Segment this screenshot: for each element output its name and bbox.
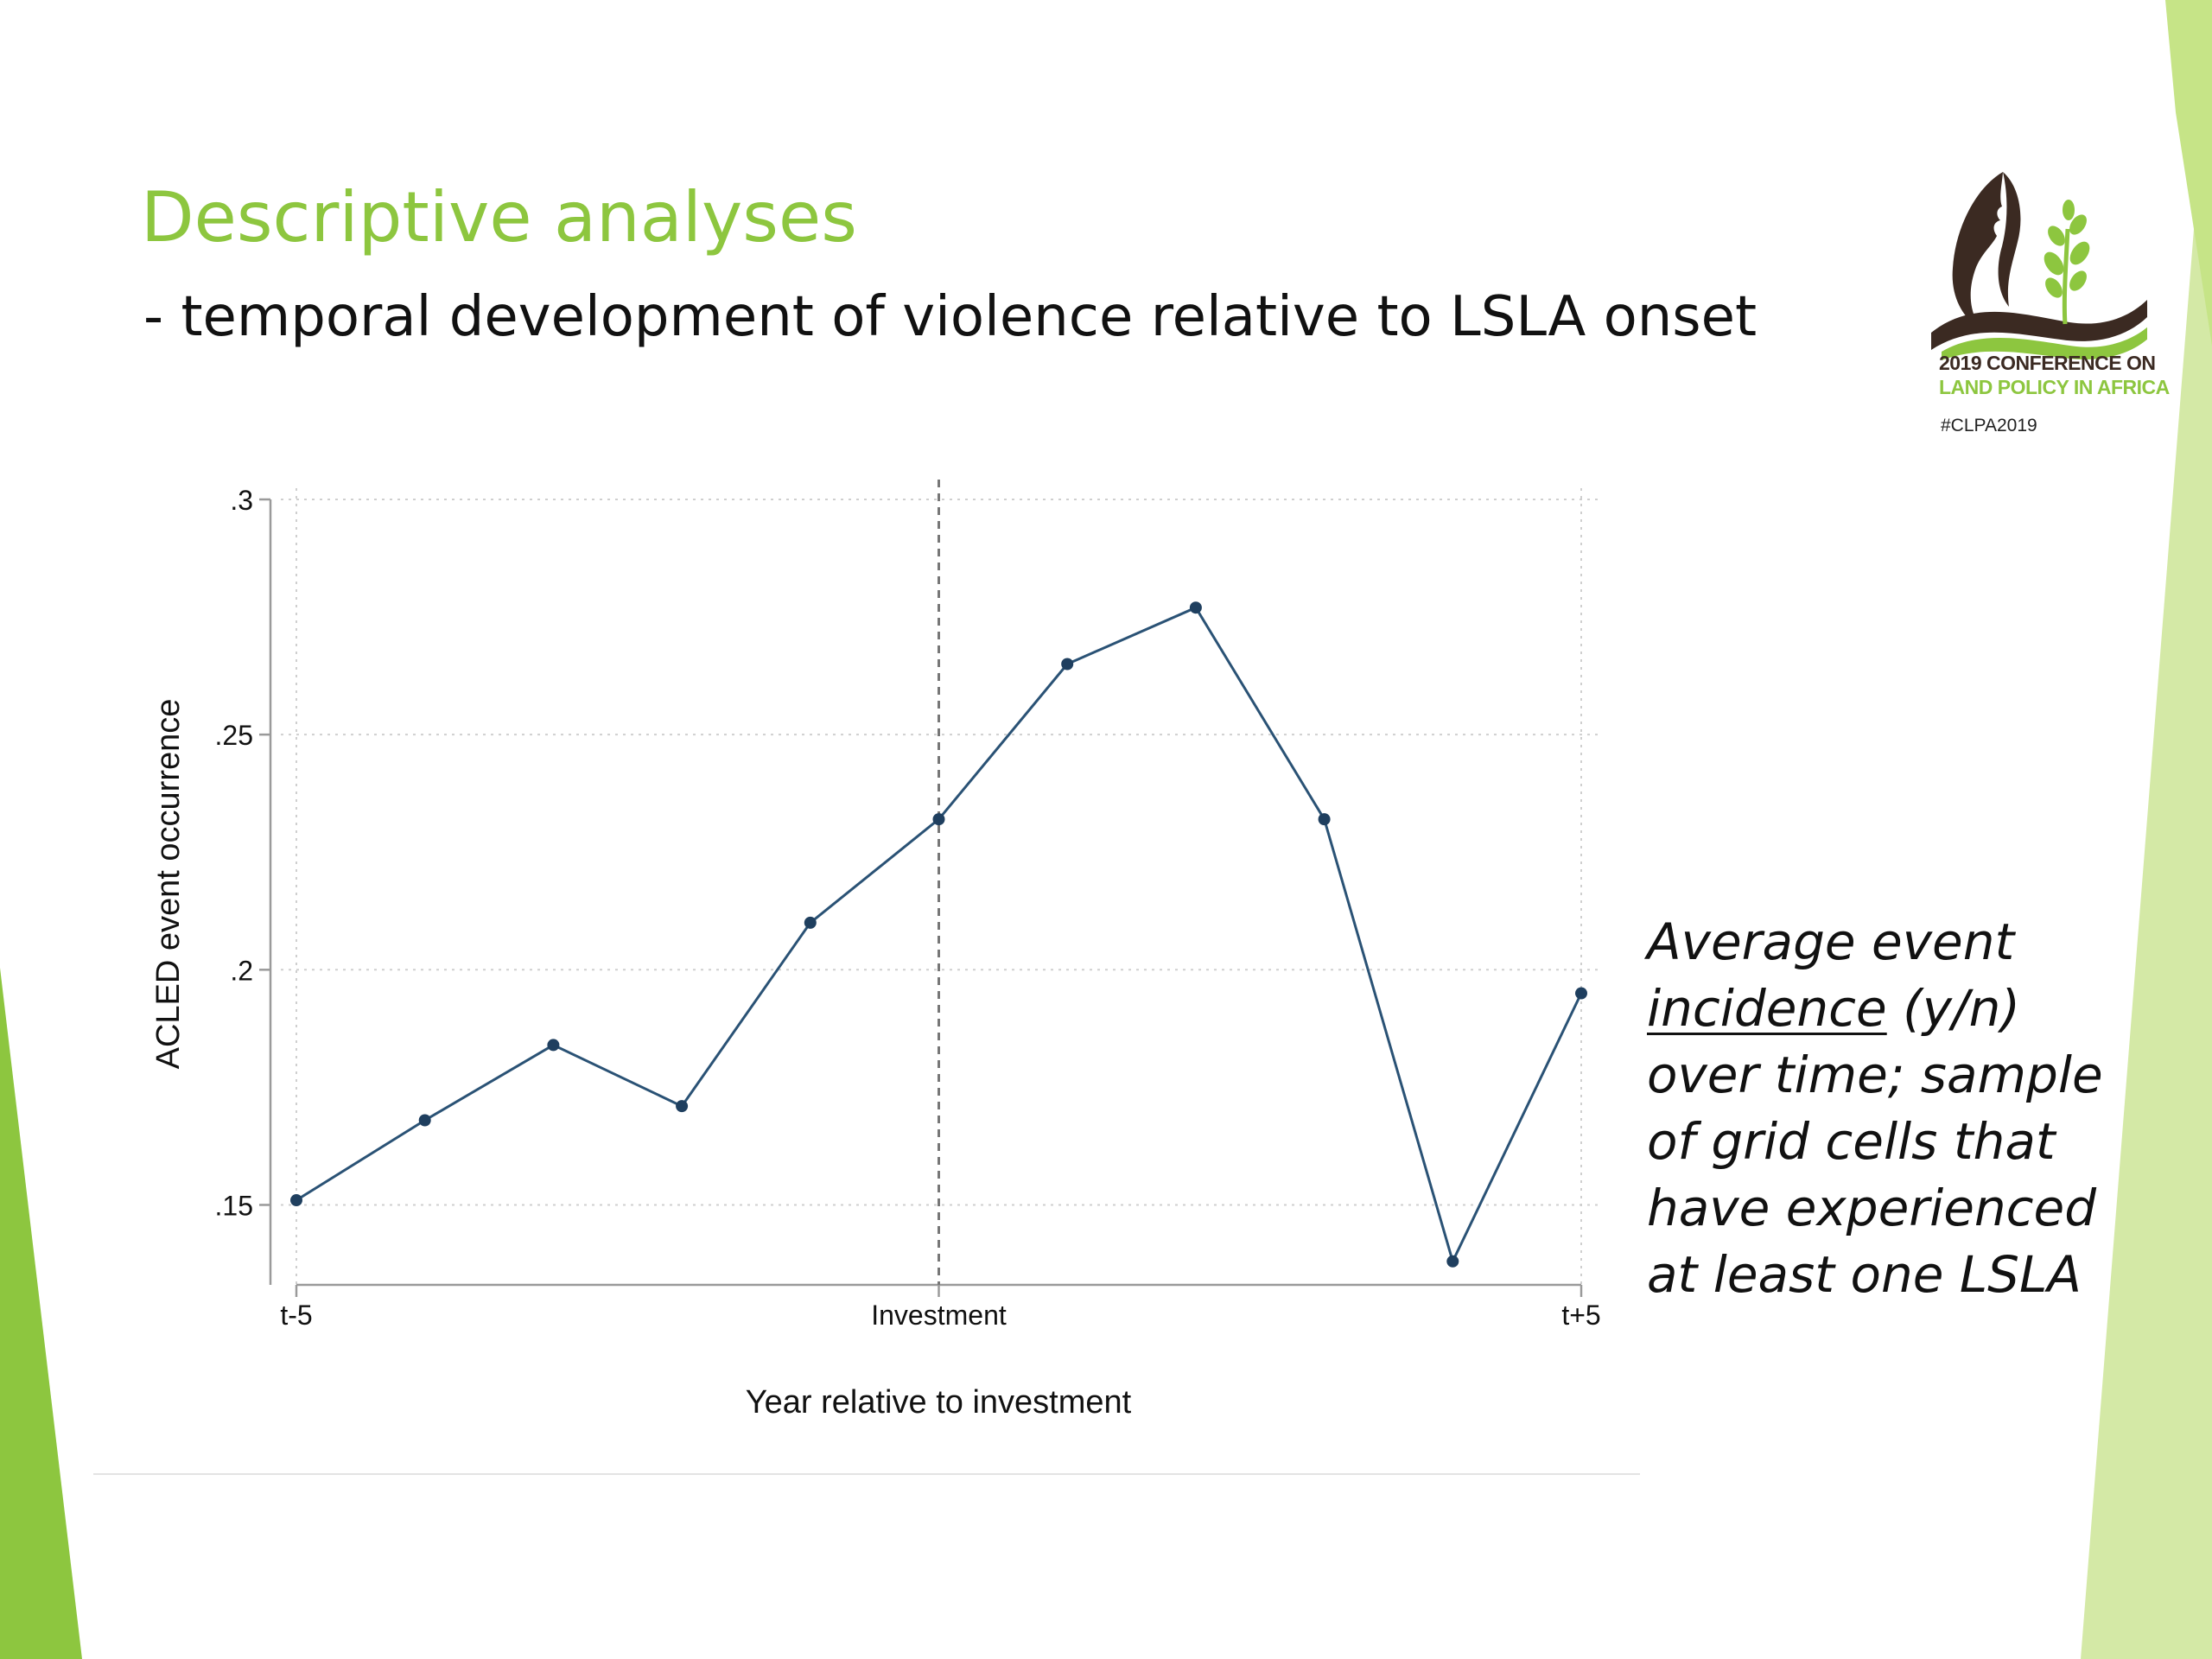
logo-leaf-4 (2069, 214, 2087, 235)
slide-subtitle: - temporal development of violence relat… (143, 285, 1758, 349)
logo-leaf-2 (2069, 241, 2090, 265)
data-point-7 (1189, 601, 1202, 614)
x-tick-label-0: t-5 (280, 1300, 312, 1331)
x-axis-label: Year relative to investment (746, 1384, 1132, 1421)
data-point-0 (290, 1194, 302, 1207)
conference-logo-icon (1931, 172, 2147, 360)
annotation-line-4: of grid cells that (1647, 1112, 2056, 1171)
right-green-stripe (2165, 0, 2212, 346)
logo-text-line-1: 2019 CONFERENCE ON (1939, 352, 2156, 374)
logo-leaf-1 (2044, 251, 2064, 276)
logo-leaf-7 (2069, 270, 2087, 291)
annotation-text: Average event incidence (y/n) over time;… (1647, 909, 2165, 1308)
logo-green-wave (1942, 327, 2147, 360)
left-green-wedge (0, 968, 82, 1659)
logo-brown-wave (1931, 299, 2147, 350)
right-light-green-band (2081, 0, 2212, 1659)
annotation-line-3: over time; sample (1647, 1046, 2103, 1104)
x-tick-label-2: t+5 (1561, 1300, 1600, 1331)
data-point-1 (418, 1114, 431, 1127)
annotation-line-6: at least one LSLA (1647, 1245, 2082, 1304)
y-tick-label-0: .15 (215, 1190, 253, 1221)
logo-text-line-2: LAND POLICY IN AFRICA (1939, 376, 2170, 398)
data-point-3 (676, 1100, 689, 1113)
y-tick-label-2: .25 (215, 720, 253, 751)
data-point-6 (1061, 658, 1074, 671)
slide-title: Descriptive analyses (141, 177, 857, 257)
annotation-underlined-word: incidence (1647, 979, 1887, 1038)
logo-leaf-3 (2048, 226, 2065, 246)
annotation-line-1: Average event (1647, 912, 2015, 971)
chart-gridlines (281, 488, 1603, 1285)
data-points (290, 601, 1587, 1268)
y-tick-label-1: .2 (230, 955, 253, 986)
logo-plant-stem (2062, 228, 2070, 325)
annotation-line-2-rest: (y/n) (1886, 979, 2021, 1038)
annotation-line-5: have experienced (1647, 1179, 2097, 1237)
data-point-10 (1575, 987, 1587, 1000)
logo-hair (1998, 172, 2021, 307)
data-point-8 (1318, 813, 1331, 826)
x-tick-label-1: Investment (871, 1300, 1007, 1331)
y-tick-label-3: .3 (230, 485, 253, 516)
data-point-5 (932, 813, 945, 826)
y-axis-ticks: .15 .2 .25 .3 (215, 485, 270, 1221)
x-axis-ticks: t-5 Investment t+5 (280, 1285, 1601, 1331)
logo-leaf-5 (2063, 200, 2075, 220)
bottom-divider (93, 1473, 1640, 1475)
logo-leaf-6 (2045, 277, 2063, 298)
data-point-9 (1446, 1255, 1459, 1268)
y-axis-label: ACLED event occurrence (150, 699, 187, 1070)
logo-face-silhouette (1952, 172, 2003, 331)
logo-hashtag: #CLPA2019 (1941, 416, 2037, 435)
data-point-4 (804, 916, 817, 929)
annotation-line-2: incidence (y/n) (1647, 976, 2165, 1042)
data-point-2 (547, 1039, 560, 1052)
